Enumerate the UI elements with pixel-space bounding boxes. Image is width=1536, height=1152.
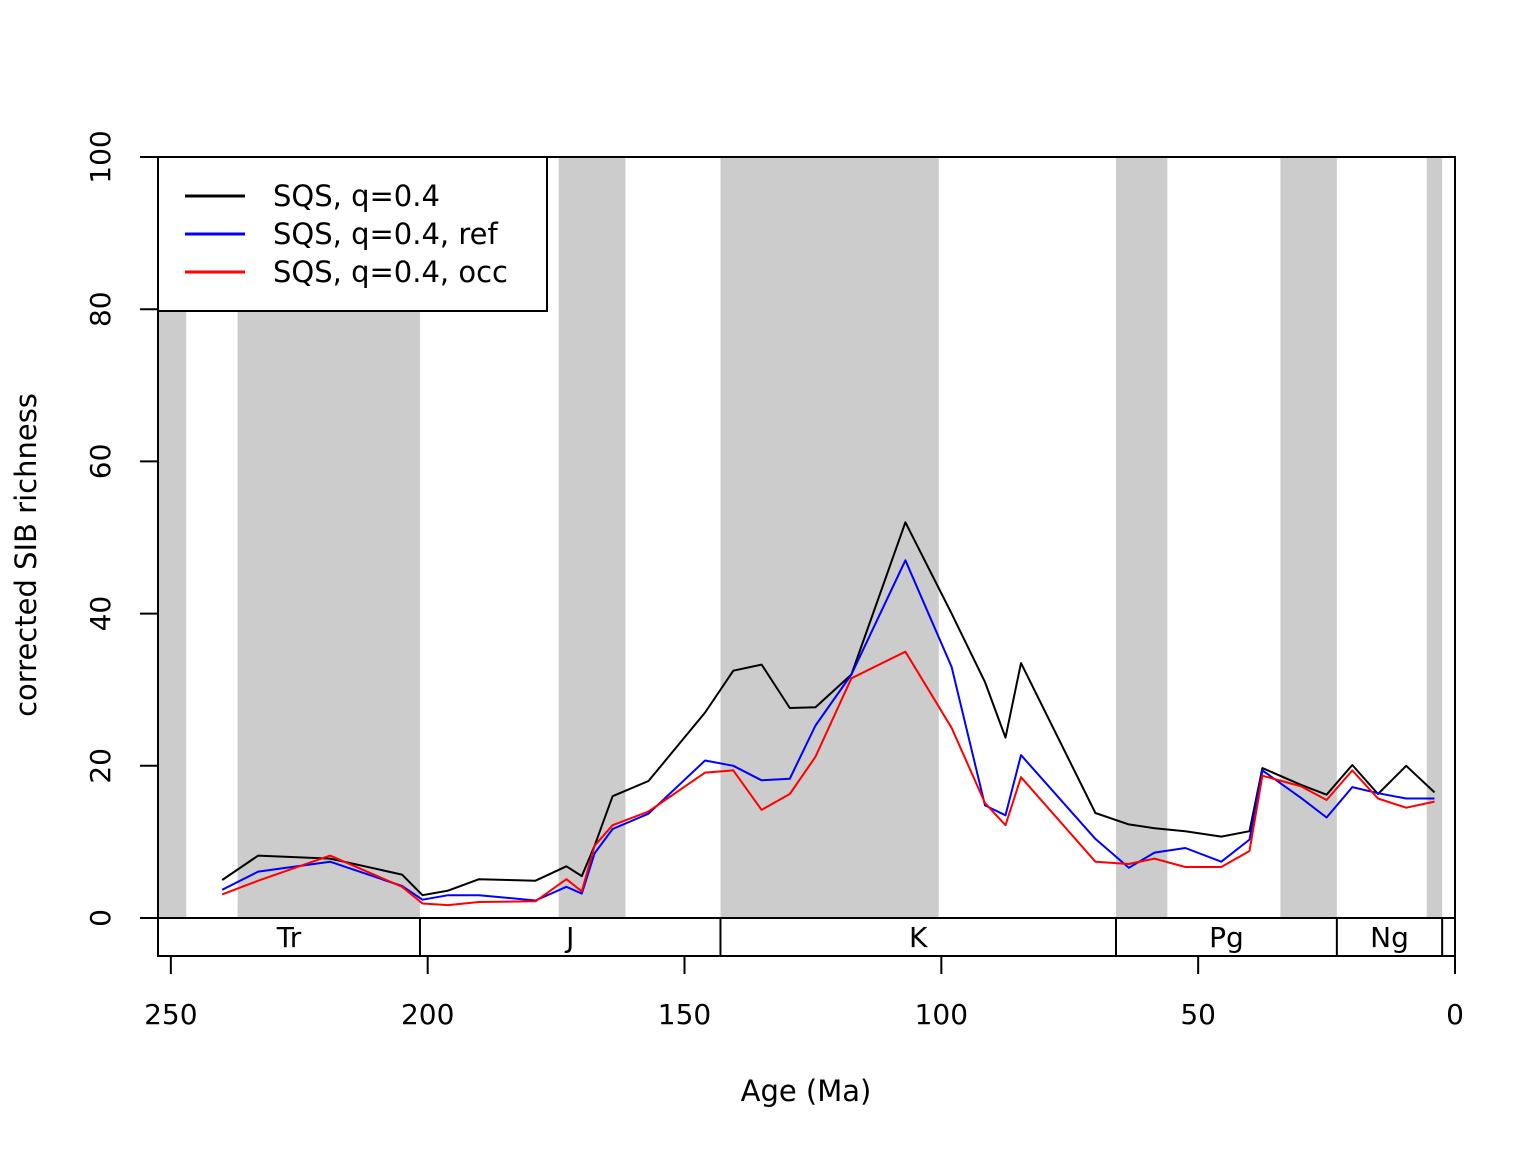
y-tick-label: 100	[84, 130, 117, 183]
period-label: Tr	[276, 921, 302, 954]
x-tick-label: 200	[401, 998, 454, 1031]
y-axis-title: corrected SIB richness	[9, 393, 43, 717]
y-tick-label: 20	[84, 748, 117, 784]
y-tick-label: 60	[84, 444, 117, 480]
shaded-band	[1115, 157, 1168, 918]
x-tick-label: 150	[658, 998, 711, 1031]
period-label: Ng	[1370, 921, 1409, 954]
period-label: Pg	[1209, 921, 1244, 954]
x-tick-label: 100	[915, 998, 968, 1031]
x-tick-label: 50	[1180, 998, 1216, 1031]
y-tick-label: 0	[84, 909, 117, 927]
y-tick-label: 80	[84, 291, 117, 327]
series-line-2	[221, 559, 1435, 902]
legend-label: SQS, q=0.4	[273, 179, 440, 213]
legend-label: SQS, q=0.4, ref	[273, 217, 498, 251]
x-axis-title: Age (Ma)	[741, 1074, 872, 1108]
x-tick-label: 250	[144, 998, 197, 1031]
shaded-band	[1426, 157, 1443, 918]
x-tick-label: 0	[1446, 998, 1464, 1031]
x-axis: 250 200 150 100 50 0	[144, 955, 1464, 1031]
period-label: K	[909, 921, 928, 954]
period-strip: Tr J K Pg Ng	[157, 917, 1456, 957]
y-tick-label: 40	[84, 596, 117, 632]
series-line-3	[221, 650, 1435, 907]
shaded-band	[558, 157, 626, 918]
shaded-band	[720, 157, 939, 918]
legend: SQS, q=0.4 SQS, q=0.4, ref SQS, q=0.4, occ	[157, 156, 548, 312]
period-strip-box	[157, 917, 1456, 957]
series-lines	[221, 521, 1436, 907]
period-label: J	[564, 921, 574, 954]
legend-label: SQS, q=0.4, occ	[273, 255, 508, 289]
